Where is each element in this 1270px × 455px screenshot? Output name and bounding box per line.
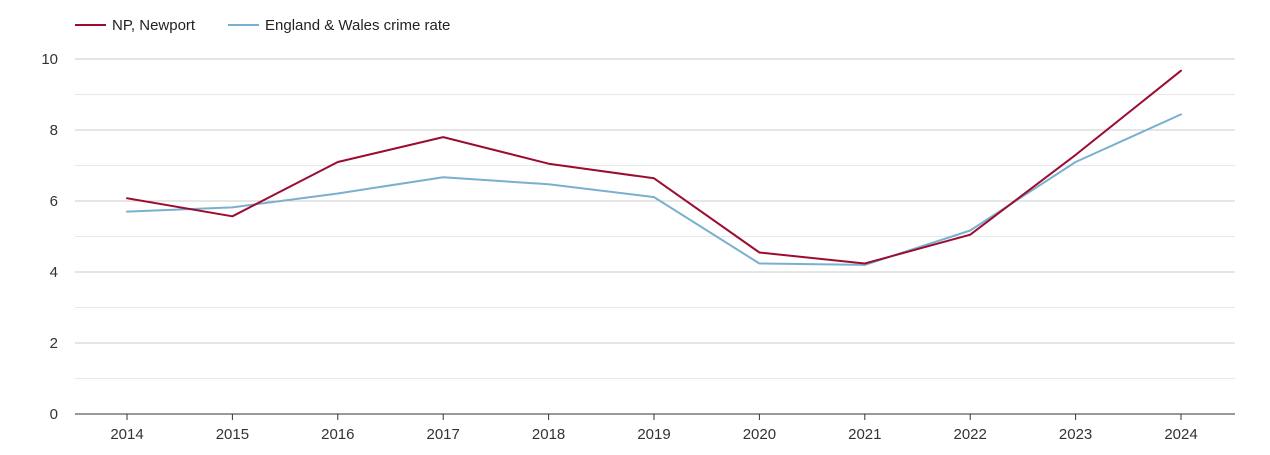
legend-label-newport: NP, Newport — [112, 17, 196, 34]
y-tick-label: 8 — [50, 122, 58, 139]
y-tick-label: 10 — [41, 51, 58, 68]
legend-label-england-wales: England & Wales crime rate — [265, 17, 450, 34]
x-tick-label: 2014 — [110, 426, 143, 443]
x-tick-label: 2015 — [216, 426, 249, 443]
x-tick-label: 2020 — [743, 426, 776, 443]
x-tick-label: 2021 — [848, 426, 881, 443]
x-tick-label: 2023 — [1059, 426, 1092, 443]
x-axis: 2014 2015 2016 2017 2018 2019 2020 2021 2022 2023… — [75, 413, 1235, 443]
legend-item-newport[interactable]: NP, Newport — [75, 17, 196, 34]
x-tick-label: 2016 — [321, 426, 354, 443]
y-axis: 0 2 4 6 8 10 — [41, 51, 58, 423]
legend: NP, Newport England & Wales crime rate — [75, 17, 450, 34]
x-tick-label: 2019 — [637, 426, 670, 443]
x-tick-label: 2022 — [954, 426, 987, 443]
legend-item-england-wales[interactable]: England & Wales crime rate — [228, 17, 450, 34]
series-line-np-newport — [126, 69, 1182, 265]
grid — [75, 58, 1235, 379]
y-tick-label: 4 — [50, 264, 58, 281]
x-tick-label: 2024 — [1164, 426, 1197, 443]
x-tick-label: 2017 — [427, 426, 460, 443]
y-tick-label: 0 — [50, 406, 58, 423]
y-tick-label: 6 — [50, 193, 58, 210]
series-group — [126, 69, 1182, 266]
x-tick-label: 2018 — [532, 426, 565, 443]
y-tick-label: 2 — [50, 335, 58, 352]
